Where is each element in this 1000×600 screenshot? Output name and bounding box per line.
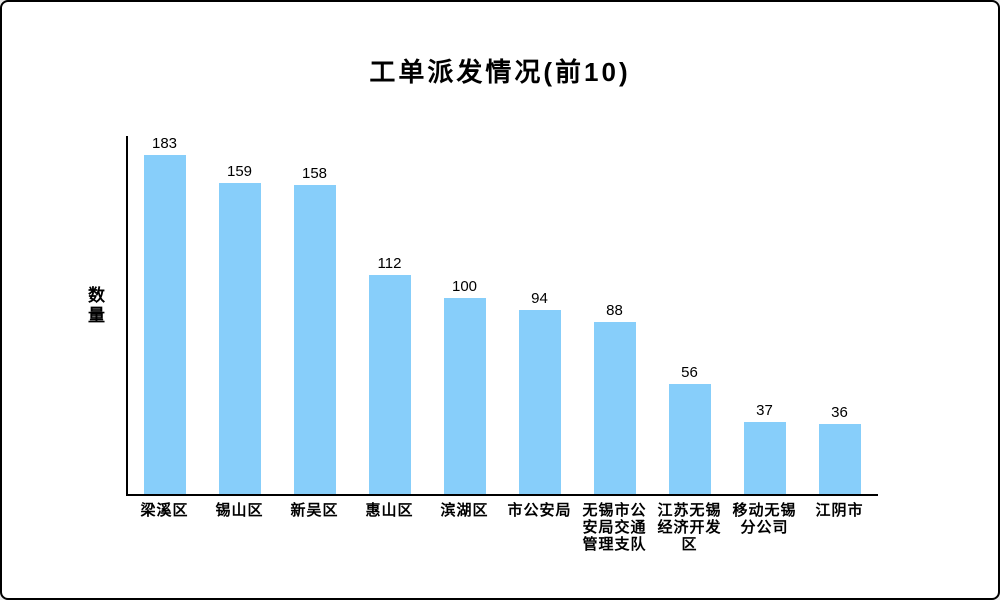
bar-value-label: 36 <box>831 404 848 421</box>
x-axis-label-cell: 市公安局 <box>502 502 577 553</box>
bar-slot: 56 <box>652 136 727 494</box>
x-axis-label: 江苏无锡经济开发区 <box>657 502 722 553</box>
x-axis-label-cell: 梁溪区 <box>127 502 202 553</box>
bars-row: 183 159 158 112 100 94 88 56 37 36 <box>127 136 877 494</box>
bar-value-label: 94 <box>531 290 548 307</box>
bar <box>668 384 711 494</box>
bar-slot: 36 <box>802 136 877 494</box>
x-axis-label: 锡山区 <box>215 502 264 519</box>
bar-slot: 183 <box>127 136 202 494</box>
bar-value-label: 158 <box>301 165 328 182</box>
bar <box>518 310 561 494</box>
x-axis-label: 梁溪区 <box>140 502 189 519</box>
x-axis-label-cell: 滨湖区 <box>427 502 502 553</box>
bar-slot: 88 <box>577 136 652 494</box>
x-axis-label: 惠山区 <box>365 502 414 519</box>
bar-value-label: 159 <box>226 163 253 180</box>
bar <box>143 155 186 494</box>
x-axis-label-cell: 锡山区 <box>202 502 277 553</box>
x-axis-label: 移动无锡分公司 <box>732 502 797 536</box>
bar <box>293 185 336 494</box>
bar-value-label: 88 <box>606 302 623 319</box>
chart-title: 工单派发情况(前10) <box>369 57 631 87</box>
bar-slot: 159 <box>202 136 277 494</box>
bar <box>818 424 861 494</box>
x-axis-label: 滨湖区 <box>440 502 489 519</box>
bar-slot: 37 <box>727 136 802 494</box>
bar <box>743 422 786 494</box>
bar-slot: 158 <box>277 136 352 494</box>
bar-slot: 94 <box>502 136 577 494</box>
x-axis-label: 新吴区 <box>290 502 339 519</box>
y-axis-line <box>126 136 128 496</box>
x-axis-label-cell: 惠山区 <box>352 502 427 553</box>
bar-value-label: 100 <box>451 278 478 295</box>
x-axis-label-cell: 无锡市公安局交通管理支队 <box>577 502 652 553</box>
x-axis-label: 无锡市公安局交通管理支队 <box>582 502 647 553</box>
x-axis-label-cell: 移动无锡分公司 <box>727 502 802 553</box>
x-axis-label: 江阴市 <box>815 502 864 519</box>
y-axis-label: 数量 <box>85 286 104 326</box>
x-axis-line <box>126 494 878 496</box>
bar-value-label: 56 <box>681 364 698 381</box>
bar <box>593 322 636 494</box>
bar-value-label: 183 <box>151 135 178 152</box>
x-axis-label-cell: 江苏无锡经济开发区 <box>652 502 727 553</box>
bar-slot: 100 <box>427 136 502 494</box>
bar <box>443 298 486 494</box>
x-axis-labels: 梁溪区 锡山区 新吴区 惠山区 滨湖区 市公安局 无锡市公安局交通管理支队 江苏无锡经济开发区… <box>127 502 877 553</box>
bar-value-label: 112 <box>377 255 402 272</box>
bar <box>368 275 411 494</box>
x-axis-label: 市公安局 <box>507 502 572 519</box>
x-axis-label-cell: 新吴区 <box>277 502 352 553</box>
x-axis-label-cell: 江阴市 <box>802 502 877 553</box>
bar-value-label: 37 <box>756 402 773 419</box>
bar-slot: 112 <box>352 136 427 494</box>
bar <box>218 183 261 494</box>
